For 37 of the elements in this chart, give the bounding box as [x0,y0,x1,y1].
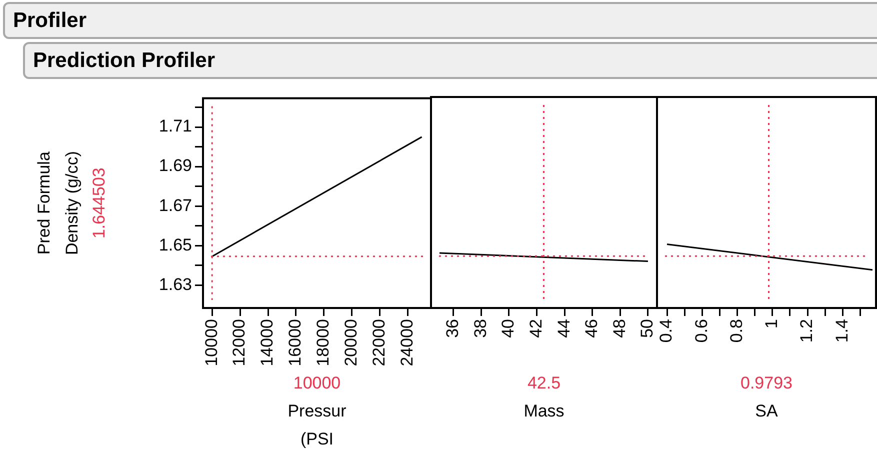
chart-title: Profiler [3,2,877,39]
y-tick-label: 1.69 [158,156,192,176]
x-tick-label: 0.8 [726,319,746,343]
x-tick-label: 1.2 [797,319,816,343]
x-tick-label: 12000 [230,319,249,366]
y-tick-label: 1.65 [158,235,192,254]
x-tick-label: 48 [610,319,629,338]
x-tick-label: 40 [498,319,518,338]
x-tick-label: 1.4 [832,319,852,343]
ref-line-label: 42.5 [527,374,561,393]
x-tick-label: 24000 [397,319,416,366]
x-tick-label: 46 [582,319,602,338]
ref-line-label: 10000 [293,374,341,393]
x-tick-label: 14000 [258,319,277,366]
y-tick-label: 1.67 [158,196,192,215]
chart-subtitle: Prediction Profiler [23,42,877,79]
y-tick-label: 1.71 [158,116,192,136]
ref-line-label: 0.9793 [740,374,792,393]
x-tick-label: 42 [526,319,546,338]
x-tick-label: 1 [762,319,782,328]
x-tick-label: 44 [554,319,574,338]
x-axis-title: SA [755,402,778,421]
x-tick-label: 20000 [342,319,361,366]
x-tick-label: 10000 [202,319,221,366]
x-tick-label: 50 [638,319,657,338]
ref-line-label: 1.644503 [90,168,109,239]
y-axis-title: Pred Formula Density (g/cc) [34,151,82,256]
y-tick-label: 1.63 [158,274,192,294]
x-tick-label: 16000 [286,319,305,366]
x-tick-label: 18000 [314,319,333,366]
x-tick-label: 22000 [370,319,389,366]
x-tick-label: 0.6 [692,319,711,343]
x-axis-title: Pressur (PSI [288,402,347,449]
x-tick-label: 0.4 [656,319,676,343]
x-axis-title: Mass [524,402,564,421]
x-tick-label: 36 [443,319,462,338]
x-tick-label: 38 [470,319,490,338]
